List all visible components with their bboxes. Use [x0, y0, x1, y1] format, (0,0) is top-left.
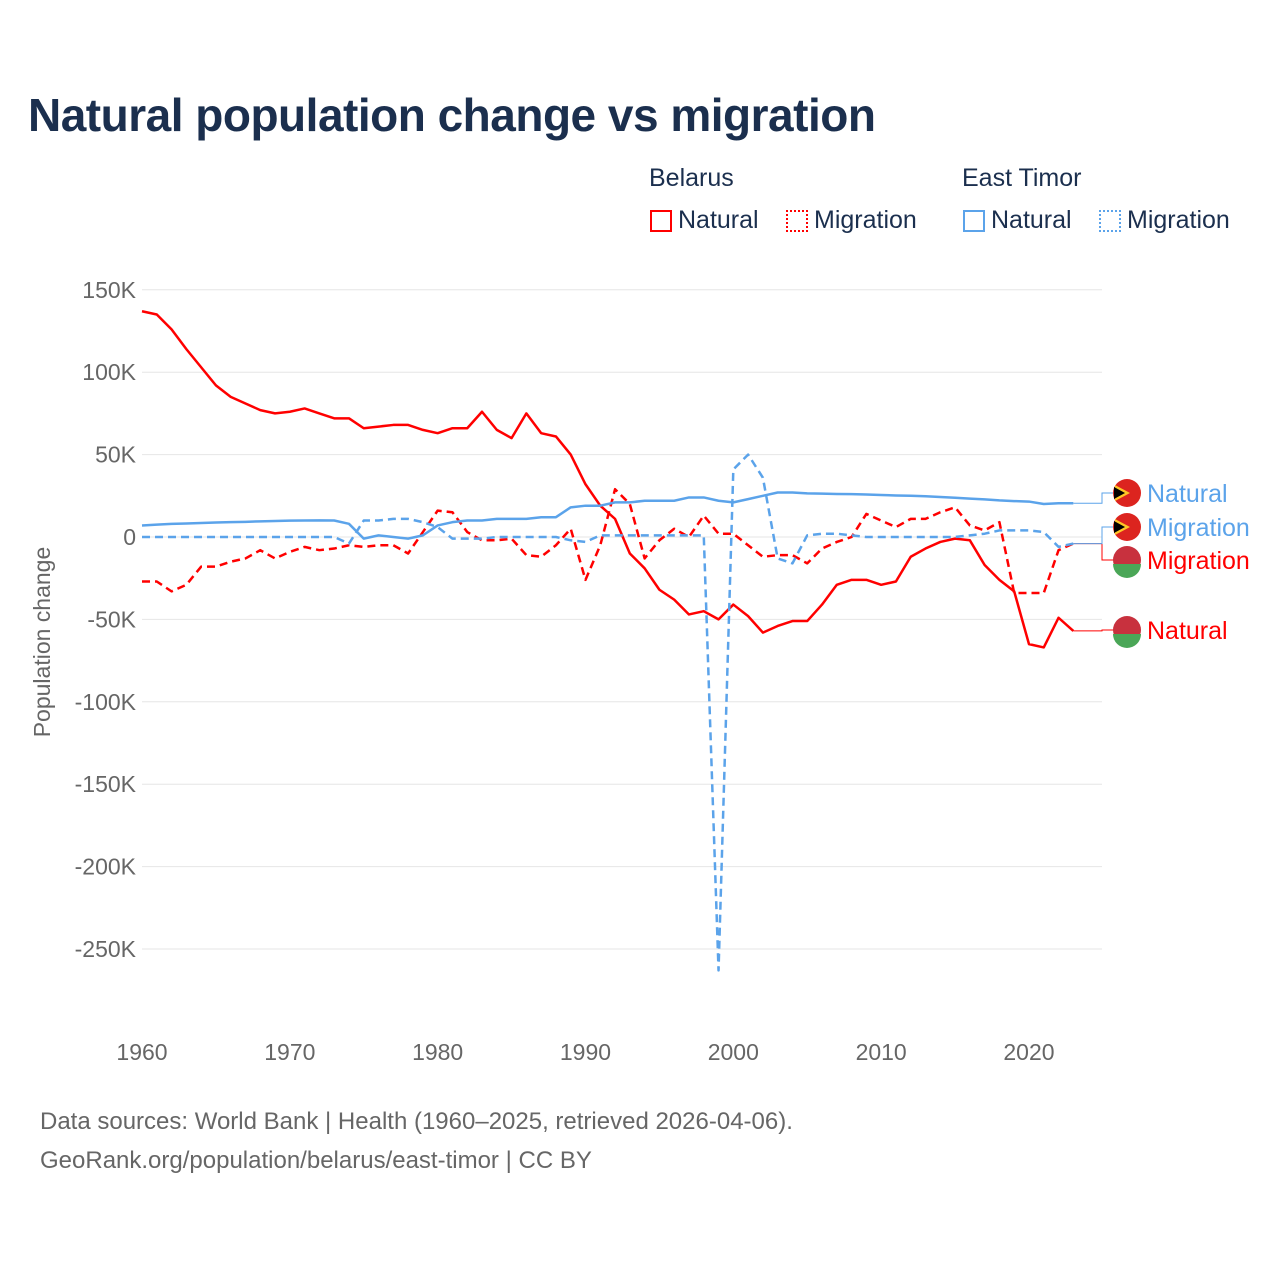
y-tick-label: -200K [75, 854, 137, 880]
x-tick-label: 1980 [412, 1039, 463, 1065]
y-tick-label: 50K [95, 442, 137, 468]
y-tick-label: -100K [75, 689, 137, 715]
chart-title: Natural population change vs migration [28, 89, 876, 141]
series-line-east-timor-migration [142, 453, 1074, 972]
legend-label: Natural [991, 206, 1072, 234]
y-tick-label: 0 [123, 524, 136, 550]
legend-item-belarus-natural[interactable]: Natural [650, 206, 759, 235]
series-line-belarus-natural [141, 310, 1075, 649]
flag-black [1114, 487, 1125, 499]
series-end-label: Natural [1147, 480, 1228, 508]
y-tick-label: 100K [82, 359, 136, 385]
series-end-label: Migration [1147, 547, 1250, 575]
legend-group-east-timor: East Timor [962, 164, 1082, 192]
legend-item-east-timor-migration[interactable]: Migration [1099, 206, 1230, 235]
legend-swatch [963, 209, 985, 232]
x-tick-label: 2020 [1003, 1039, 1054, 1065]
legend-label: Natural [678, 206, 759, 234]
series-end-label: Natural [1147, 617, 1228, 645]
legend-group-belarus: Belarus [649, 164, 734, 192]
y-tick-label: -150K [75, 771, 137, 797]
label-connector [1073, 543, 1114, 561]
flag-black [1114, 521, 1125, 533]
flag-green [1113, 634, 1141, 648]
legend-label: Migration [814, 206, 917, 234]
east-timor-flag-icon [1113, 479, 1141, 507]
east-timor-flag-icon [1113, 513, 1141, 541]
series-end-label: Migration [1147, 514, 1250, 542]
x-tick-label: 2010 [856, 1039, 907, 1065]
belarus-flag-icon [1113, 616, 1141, 648]
source-line-1: Data sources: World Bank | Health (1960–… [40, 1108, 793, 1135]
x-tick-label: 1960 [116, 1039, 167, 1065]
series-line-east-timor-natural [141, 491, 1074, 540]
x-tick-label: 2000 [708, 1039, 759, 1065]
source-line-2[interactable]: GeoRank.org/population/belarus/east-timo… [40, 1147, 592, 1174]
legend-swatch [786, 209, 808, 232]
belarus-flag-icon [1113, 546, 1141, 578]
x-tick-label: 1990 [560, 1039, 611, 1065]
label-connector [1073, 629, 1114, 632]
legend-label: Migration [1127, 206, 1230, 234]
legend-item-belarus-migration[interactable]: Migration [786, 206, 917, 235]
legend-swatch [1099, 209, 1121, 232]
flag-green [1113, 564, 1141, 578]
y-tick-label: -250K [75, 936, 137, 962]
y-tick-label: -50K [87, 606, 136, 632]
y-tick-label: 150K [82, 277, 136, 303]
label-connector [1073, 492, 1114, 504]
x-tick-label: 1970 [264, 1039, 315, 1065]
label-connector [1073, 526, 1114, 545]
legend-item-east-timor-natural[interactable]: Natural [963, 206, 1072, 235]
series-line-belarus-migration [142, 487, 1074, 595]
y-axis-label: Population change [29, 547, 55, 738]
legend-swatch [650, 209, 672, 232]
